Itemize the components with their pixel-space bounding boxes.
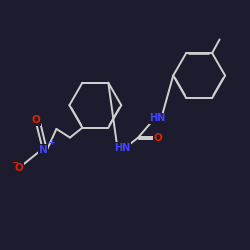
Text: HN: HN xyxy=(114,143,130,153)
Text: O: O xyxy=(153,133,162,143)
Text: O: O xyxy=(32,115,40,125)
Text: +: + xyxy=(48,138,54,147)
Text: O: O xyxy=(14,162,23,172)
Text: N: N xyxy=(38,145,47,155)
Text: HN: HN xyxy=(150,113,166,123)
Text: −: − xyxy=(11,158,18,167)
